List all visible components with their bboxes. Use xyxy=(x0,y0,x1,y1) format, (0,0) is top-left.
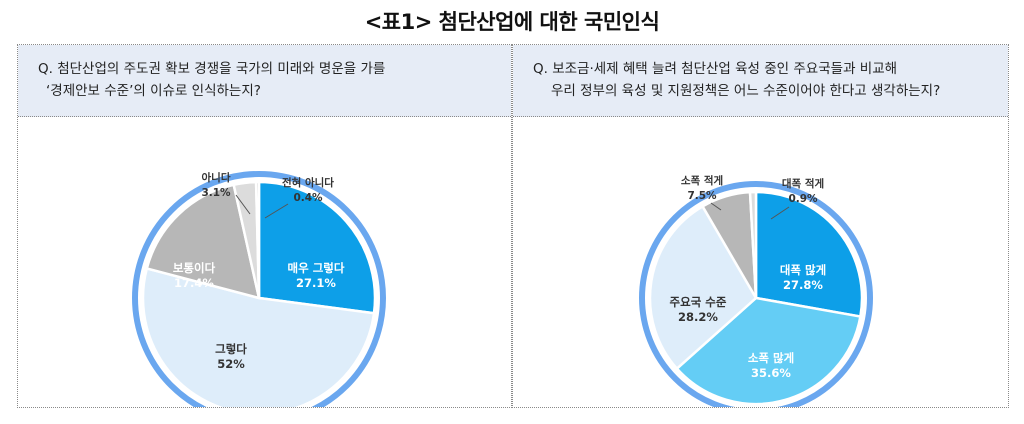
slice-label-1-value: 27.1% xyxy=(296,276,336,290)
slice-label-4: 소폭 적게 7.5% xyxy=(681,174,723,202)
slice-label-4: 아니다 3.1% xyxy=(201,171,231,199)
right-question-line-2: 우리 정부의 육성 및 지원정책은 어느 수준이어야 한다고 생각하는지? xyxy=(551,83,941,99)
left-panel: Q. 첨단산업의 주도권 확보 경쟁을 국가의 미래와 명운을 가를 ‘경제안보… xyxy=(17,44,512,408)
leader-line-5 xyxy=(770,206,790,220)
slice-label-1-name: 매우 그렇다 xyxy=(288,261,345,275)
slice-label-4-value: 7.5% xyxy=(687,190,717,202)
slice-label-2-name: 그렇다 xyxy=(215,342,247,356)
pie-slice-2 xyxy=(141,266,376,407)
pie-slice-1 xyxy=(257,180,377,315)
left-question-line-1: Q. 첨단산업의 주도권 확보 경쟁을 국가의 미래와 명운을 가를 xyxy=(38,61,386,77)
slice-label-5-name: 대폭 적게 xyxy=(782,177,824,190)
slice-label-4-value: 3.1% xyxy=(201,187,231,199)
pie-slice-5 xyxy=(748,190,758,299)
slice-label-5-name: 전혀 아니다 xyxy=(282,176,334,189)
pie-outer-ring xyxy=(132,171,386,407)
right-chart-area: 대폭 많게 27.8% 소폭 많게 35.6% 주요국 수준 28.2% 소폭 적게 7.5%… xyxy=(513,117,1008,407)
slice-label-2: 소폭 많게 35.6% xyxy=(748,351,794,380)
slice-label-3-name: 주요국 수준 xyxy=(670,295,727,309)
right-pie-chart: 대폭 많게 27.8% 소폭 많게 35.6% 주요국 수준 28.2% 소폭 적게 7.5%… xyxy=(639,174,873,407)
slice-label-1: 매우 그렇다 27.1% xyxy=(288,261,345,290)
slice-label-2-value: 52% xyxy=(217,357,245,371)
slice-label-5-value: 0.4% xyxy=(293,192,323,204)
slice-label-2-value: 35.6% xyxy=(751,366,791,380)
slice-label-3-value: 28.2% xyxy=(678,310,718,324)
pie-slice-5 xyxy=(254,180,261,299)
pie-slice-3 xyxy=(145,183,261,300)
left-question: Q. 첨단산업의 주도권 확보 경쟁을 국가의 미래와 명운을 가를 ‘경제안보… xyxy=(18,45,511,117)
left-chart-area: 매우 그렇다 27.1% 그렇다 52% 보통이다 17.4% 아니다 3.1% 전혀 아니다 0… xyxy=(18,117,511,407)
pie-slice-1 xyxy=(754,190,864,318)
pie-outer-ring xyxy=(639,181,873,407)
slice-label-3: 주요국 수준 28.2% xyxy=(670,295,727,324)
right-panel: Q. 보조금·세제 혜택 늘려 첨단산업 육성 중인 주요국들과 비교해 우리 … xyxy=(512,44,1009,408)
leader-line-5 xyxy=(264,203,289,219)
pie-slice-3 xyxy=(648,204,758,371)
right-question-line-1: Q. 보조금·세제 혜택 늘려 첨단산업 육성 중인 주요국들과 비교해 xyxy=(533,61,898,77)
page-title: <표1> 첨단산업에 대한 국민인식 xyxy=(364,10,660,34)
slice-label-5-value: 0.9% xyxy=(788,193,818,205)
slice-label-5: 대폭 적게 0.9% xyxy=(782,177,824,205)
slice-label-1: 대폭 많게 27.8% xyxy=(780,263,826,292)
slice-label-4-name: 소폭 적게 xyxy=(681,174,723,187)
pie-slice-2 xyxy=(675,296,862,406)
slice-label-5: 전혀 아니다 0.4% xyxy=(282,176,334,204)
slice-label-3: 보통이다 17.4% xyxy=(173,261,216,290)
left-pie-chart: 매우 그렇다 27.1% 그렇다 52% 보통이다 17.4% 아니다 3.1% 전혀 아니다 0… xyxy=(132,171,386,407)
leader-line-4 xyxy=(235,194,251,215)
right-question: Q. 보조금·세제 혜택 늘려 첨단산업 육성 중인 주요국들과 비교해 우리 … xyxy=(513,45,1008,117)
leader-line-4 xyxy=(710,202,722,211)
left-question-line-2: ‘경제안보 수준’의 이슈로 인식하는지? xyxy=(46,83,261,99)
slice-label-4-name: 아니다 xyxy=(202,171,231,184)
slice-label-1-name: 대폭 많게 xyxy=(780,263,826,277)
slice-label-1-value: 27.8% xyxy=(783,278,823,292)
slice-label-3-name: 보통이다 xyxy=(173,261,216,275)
slice-label-3-value: 17.4% xyxy=(174,276,214,290)
slice-label-2: 그렇다 52% xyxy=(215,342,247,371)
slice-label-2-name: 소폭 많게 xyxy=(748,351,794,365)
